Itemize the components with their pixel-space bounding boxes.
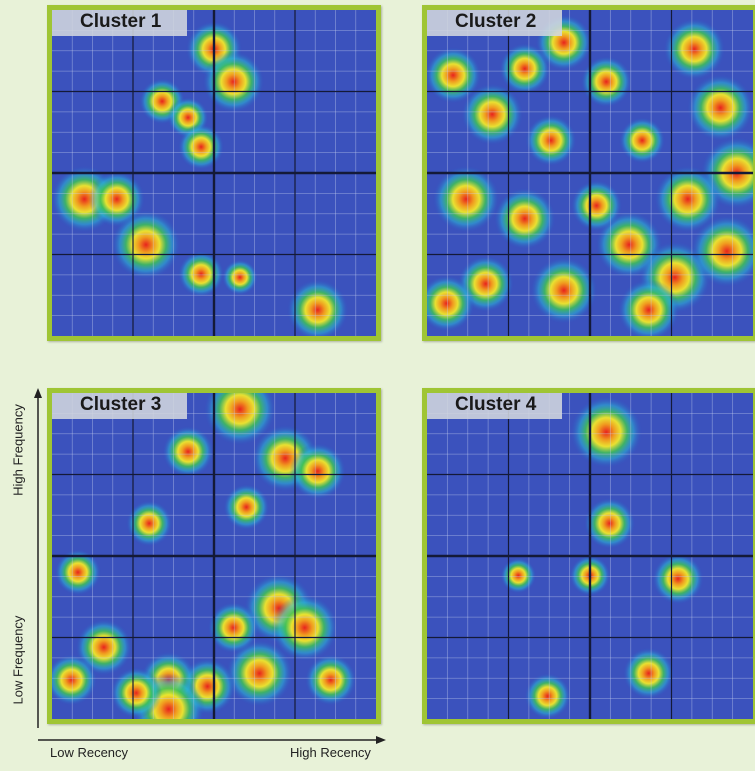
hotspot-6	[88, 170, 145, 228]
hotspot-2	[499, 43, 551, 95]
hotspot-4	[652, 553, 704, 605]
hotspot-14	[494, 187, 556, 250]
cluster-2-title: Cluster 2	[427, 10, 563, 36]
hotspot-1	[162, 426, 214, 478]
hotspot-4	[178, 123, 225, 170]
hotspot-6	[54, 549, 101, 596]
cluster-3-heatmap	[52, 393, 376, 719]
hotspot-17	[207, 602, 260, 654]
hotspot-0	[570, 396, 643, 469]
cluster-1-title: Cluster 1	[52, 10, 188, 36]
hotspot-8	[271, 594, 339, 662]
hotspot-12	[690, 215, 753, 288]
hotspot-6	[663, 18, 726, 80]
hotspot-7	[111, 210, 181, 280]
hotspot-13	[52, 654, 98, 706]
cluster-3-title: Cluster 3	[52, 393, 188, 419]
hotspot-4	[580, 56, 632, 108]
hotspot-13	[432, 165, 500, 233]
low-recency-label: Low Recency	[50, 745, 129, 760]
hotspot-4	[223, 484, 270, 531]
hotspot-15	[110, 667, 162, 719]
hotspot-0	[427, 47, 482, 104]
hotspot-19	[525, 114, 577, 166]
cluster-2-heatmap	[427, 10, 753, 336]
high-frequency-label: High Frequency	[10, 404, 26, 496]
cluster-2-panel: Cluster 2	[422, 5, 755, 341]
hotspot-5	[619, 117, 666, 164]
cluster-4-heatmap	[427, 393, 753, 719]
hotspot-17	[427, 275, 475, 332]
cluster-4-panel: Cluster 4	[422, 388, 755, 724]
hotspot-2	[500, 557, 537, 594]
hotspot-5	[126, 500, 173, 547]
hotspot-5	[524, 673, 571, 719]
recency-axis-arrowhead	[376, 736, 386, 744]
cluster-3-panel: Cluster 3	[47, 388, 381, 724]
hotspot-10	[286, 279, 349, 336]
hotspot-6	[623, 647, 675, 699]
hotspot-3	[289, 443, 346, 500]
cluster-4-title: Cluster 4	[427, 393, 563, 419]
hotspot-0	[203, 393, 276, 446]
hotspot-16	[530, 256, 598, 324]
cluster-1-heatmap	[52, 10, 376, 336]
cluster-1-panel: Cluster 1	[47, 5, 381, 341]
hotspot-9	[222, 259, 258, 296]
low-frequency-label: Low Frequency	[10, 615, 26, 705]
hotspot-9	[225, 639, 293, 707]
hotspot-8	[178, 251, 225, 298]
hotspot-7	[687, 74, 753, 142]
high-recency-label: High Recency	[290, 745, 371, 760]
hotspot-18	[570, 180, 623, 232]
hotspot-12	[75, 619, 133, 676]
frequency-axis-arrowhead	[34, 388, 42, 398]
hotspot-16	[305, 654, 357, 706]
hotspot-1	[461, 83, 523, 146]
hotspot-1	[202, 50, 265, 113]
hotspot-1	[583, 497, 636, 549]
hotspot-20	[617, 279, 680, 336]
